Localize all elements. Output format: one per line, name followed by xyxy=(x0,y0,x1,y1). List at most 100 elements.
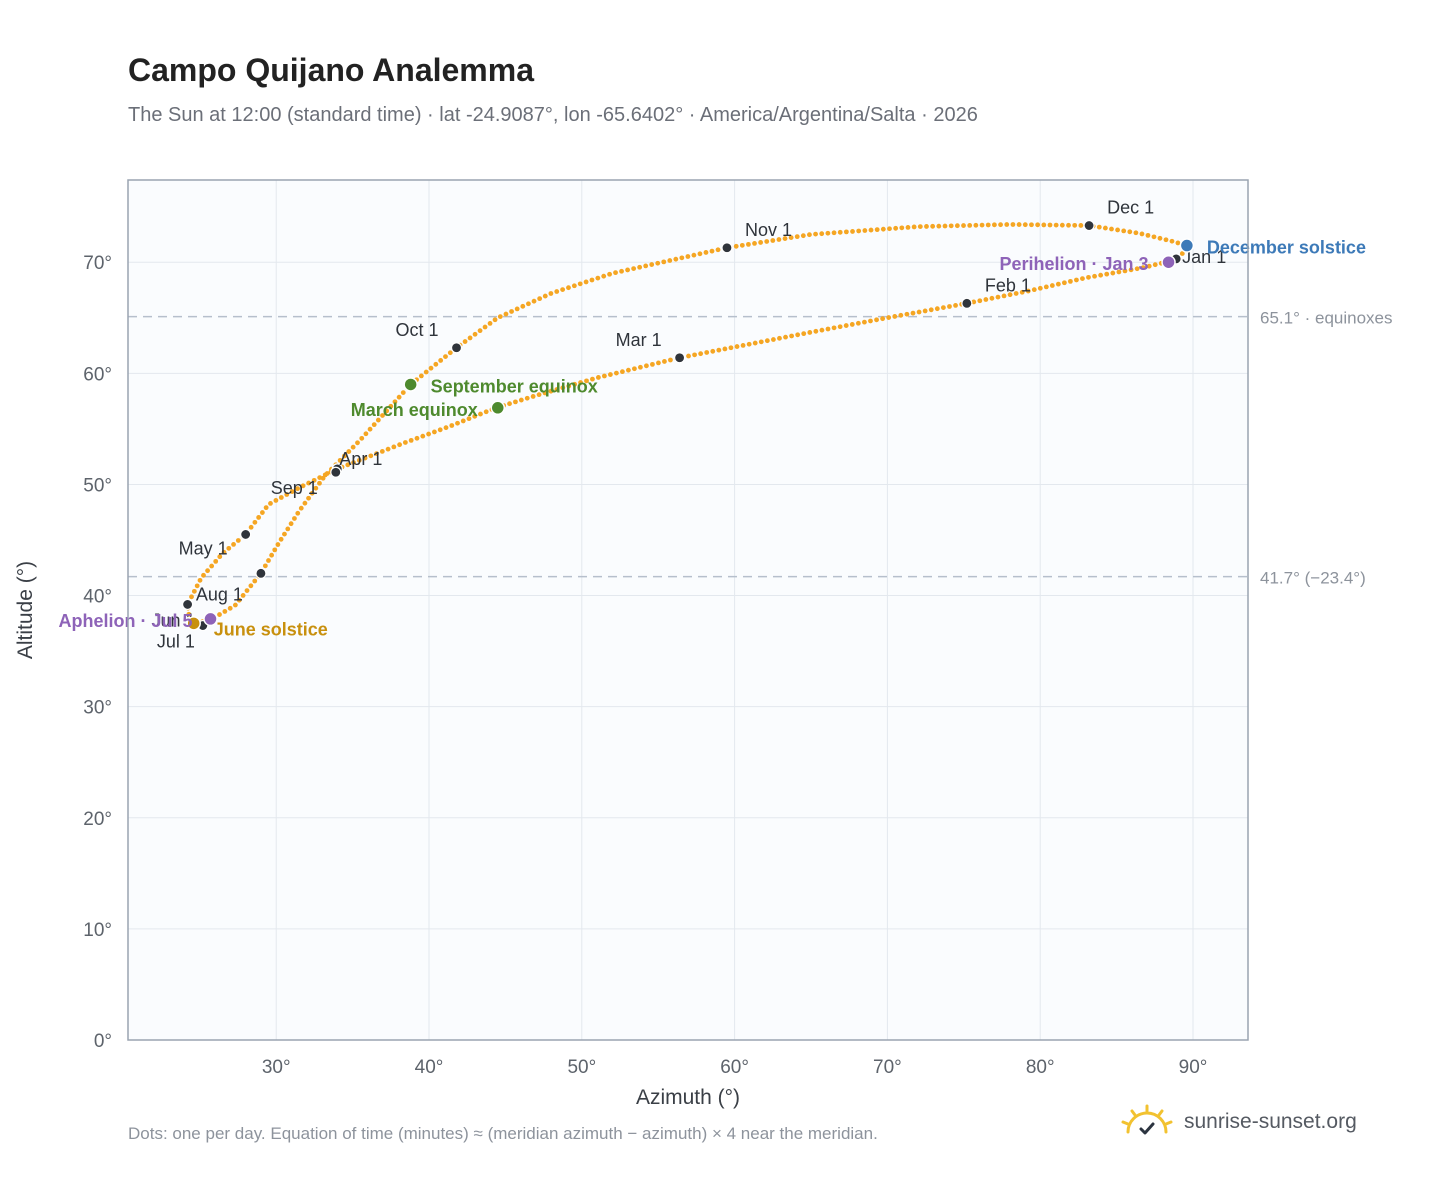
daily-sun-dot xyxy=(905,224,911,230)
daily-sun-dot xyxy=(1109,226,1114,232)
daily-sun-dot xyxy=(954,223,960,229)
daily-sun-dot xyxy=(922,308,928,314)
daily-sun-dot xyxy=(667,258,673,263)
daily-sun-dot xyxy=(746,341,752,347)
daily-sun-dot xyxy=(595,375,601,380)
y-tick-label: 70° xyxy=(83,253,112,274)
daily-sun-dot xyxy=(1122,268,1128,274)
event-marker xyxy=(490,400,506,416)
daily-sun-dot xyxy=(940,305,946,310)
grid-lines xyxy=(128,180,1248,1041)
daily-sun-dot xyxy=(998,222,1003,228)
daily-sun-dot xyxy=(1110,270,1116,276)
daily-sun-dot xyxy=(414,435,420,441)
daily-sun-dot xyxy=(595,275,601,281)
daily-sun-dot xyxy=(426,431,431,437)
daily-sun-dot xyxy=(752,340,758,346)
daily-sun-dot xyxy=(758,240,764,245)
daily-sun-dot xyxy=(777,335,782,341)
daily-sun-dot xyxy=(800,233,806,239)
daily-sun-dot xyxy=(961,223,966,228)
daily-sun-dot xyxy=(324,471,330,476)
daily-sun-dot xyxy=(408,437,414,443)
daily-sun-dot xyxy=(868,227,874,233)
daily-sun-dot xyxy=(668,357,673,363)
daily-sun-dot xyxy=(578,380,583,385)
daily-sun-dot xyxy=(317,480,322,486)
daily-sun-dot xyxy=(295,510,301,516)
daily-sun-dot xyxy=(524,395,530,401)
daily-sun-dot xyxy=(433,361,439,367)
daily-sun-dot xyxy=(1134,266,1140,272)
brand-logo[interactable]: sunrise-sunset.org xyxy=(1120,1102,1357,1142)
daily-sun-dot xyxy=(217,554,223,560)
daily-sun-dot xyxy=(985,222,991,228)
daily-sun-dot xyxy=(1179,251,1185,256)
daily-sun-dot xyxy=(601,273,607,279)
daily-sun-dot xyxy=(548,291,554,296)
daily-sun-dot xyxy=(418,373,424,379)
daily-sun-dot xyxy=(396,394,402,400)
daily-sun-dot xyxy=(536,392,542,398)
daily-sun-dot xyxy=(423,369,429,375)
daily-sun-dot xyxy=(269,552,275,558)
daily-sun-dot xyxy=(262,563,268,569)
daily-sun-dot xyxy=(770,238,776,243)
daily-sun-dot xyxy=(886,315,892,320)
daily-sun-dot xyxy=(904,311,910,317)
daily-sun-dot xyxy=(391,444,397,450)
daily-sun-dot xyxy=(892,314,898,319)
daily-sun-dot xyxy=(359,435,365,441)
daily-sun-dot xyxy=(272,547,278,553)
daily-sun-dot xyxy=(209,563,215,569)
daily-sun-dot xyxy=(880,226,886,232)
daily-sun-dot xyxy=(231,542,236,547)
daily-sun-dot xyxy=(874,227,880,233)
daily-sun-dot xyxy=(1066,222,1071,228)
daily-sun-dot xyxy=(346,449,352,454)
daily-sun-dot xyxy=(843,229,849,235)
daily-sun-dot xyxy=(1116,269,1122,275)
daily-sun-dot xyxy=(887,226,892,232)
daily-sun-dot xyxy=(650,361,655,367)
daily-sun-dot xyxy=(236,597,242,603)
daily-sun-dot xyxy=(1047,222,1053,228)
daily-sun-dot xyxy=(942,223,948,229)
daily-sun-dot xyxy=(709,248,715,254)
daily-sun-dot xyxy=(661,259,667,265)
x-axis-label: Azimuth (°) xyxy=(636,1086,740,1109)
daily-sun-dot xyxy=(1007,292,1013,298)
daily-sun-dot xyxy=(632,366,637,372)
month-marker xyxy=(961,297,973,309)
daily-sun-dot xyxy=(947,304,952,309)
daily-sun-dot xyxy=(466,416,472,422)
daily-sun-dot xyxy=(268,501,273,506)
daily-sun-dot xyxy=(1080,276,1085,282)
reference-line-label: 41.7° (−23.4°) xyxy=(1260,569,1366,588)
brand-name: sunrise-sunset.org xyxy=(1184,1110,1357,1133)
daily-sun-dot xyxy=(703,250,709,255)
daily-sun-dot xyxy=(503,311,509,317)
daily-sun-dot xyxy=(691,252,697,258)
event-label: December solstice xyxy=(1207,238,1366,258)
month-marker-label: Feb 1 xyxy=(985,275,1031,295)
daily-sun-dot xyxy=(402,440,408,445)
daily-sun-dot xyxy=(292,516,297,521)
daily-sun-dot xyxy=(256,515,262,520)
month-marker-label: Aug 1 xyxy=(196,584,243,604)
daily-sun-dot xyxy=(728,345,734,351)
daily-sun-dot xyxy=(1139,231,1145,237)
daily-sun-dot xyxy=(1169,238,1175,244)
daily-sun-dot xyxy=(1127,229,1133,235)
daily-sun-dot xyxy=(655,260,661,266)
daily-sun-dot xyxy=(698,351,704,357)
daily-sun-dot xyxy=(911,224,917,230)
daily-sun-dot xyxy=(295,486,300,492)
daily-sun-dot xyxy=(880,316,886,322)
y-tick-label: 30° xyxy=(83,698,112,719)
plot-area xyxy=(128,180,1248,1040)
daily-sun-dot xyxy=(862,319,867,325)
daily-sun-dot xyxy=(1055,281,1061,287)
daily-sun-dot xyxy=(514,306,520,312)
